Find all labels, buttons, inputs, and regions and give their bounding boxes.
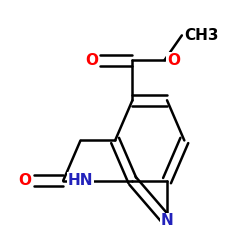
Text: HN: HN — [68, 173, 93, 188]
Text: O: O — [18, 173, 31, 188]
Text: CH3: CH3 — [184, 28, 219, 43]
Text: O: O — [85, 52, 98, 68]
Text: O: O — [167, 52, 180, 68]
Text: N: N — [161, 213, 173, 228]
